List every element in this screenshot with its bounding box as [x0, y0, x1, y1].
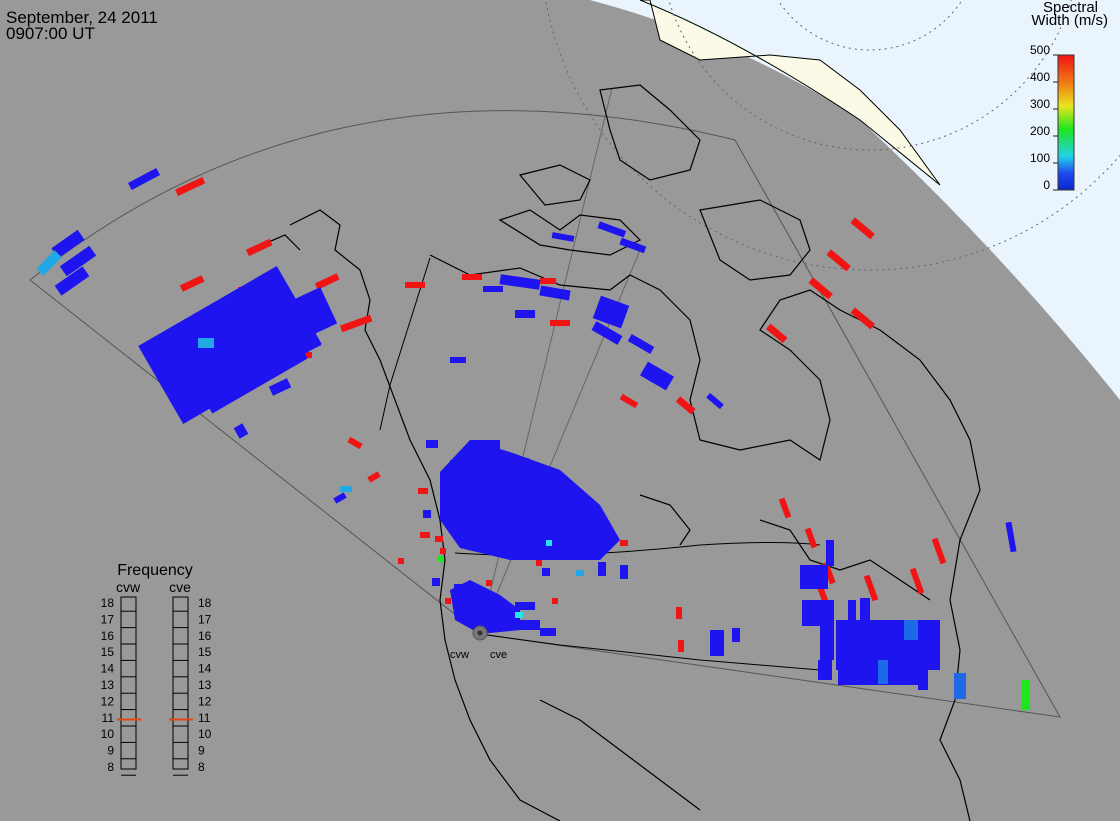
time-label: 0907:00 UT [6, 24, 95, 43]
frequency-scale-label: 11 [102, 711, 115, 725]
colorbar-tick-300: 300 [1030, 97, 1050, 111]
frequency-scale-label: 9 [107, 744, 114, 758]
frequency-radar-cve: cve [169, 579, 191, 595]
scatter-low [51, 167, 1017, 690]
frequency-scale-label: 17 [101, 612, 115, 626]
frequency-scale-label: 18 [101, 596, 115, 610]
frequency-scale-label: 8 [107, 760, 114, 774]
frequency-scale-label: 10 [198, 727, 212, 741]
frequency-title: Frequency [117, 562, 193, 579]
scatter-mid [36, 250, 1030, 710]
radar-label-cve: cve [490, 649, 507, 661]
timestamp-header: September, 24 2011 0907:00 UT [6, 8, 158, 43]
frequency-scale-label: 12 [101, 694, 115, 708]
frequency-radar-cvw: cvw [116, 579, 141, 595]
colorbar-tick-200: 200 [1030, 124, 1050, 138]
greenland-coast [639, 0, 941, 186]
frequency-scale-label: 16 [198, 629, 212, 643]
colorbar-tick-500: 500 [1030, 43, 1050, 57]
colorbar-title-line1: Spectral [1043, 0, 1098, 16]
frequency-scale-labels: 18 18 17 17 16 16 15 15 14 14 13 13 12 12 11 11 10 10 9 9 8 8 [101, 596, 212, 774]
coastlines [249, 84, 981, 821]
frequency-bar-cve [172, 596, 189, 770]
date-label: September, 24 2011 [6, 8, 158, 27]
colorbar-tick-0: 0 [1043, 178, 1050, 192]
frequency-scale-label: 9 [198, 744, 205, 758]
frequency-scale-label: 18 [198, 596, 212, 610]
frequency-bar-cvw [120, 596, 137, 770]
frequency-scale-label: 15 [101, 645, 115, 659]
radar-label-cvw: cvw [450, 649, 469, 661]
colorbar-scale [1057, 54, 1075, 191]
colorbar-title-line2: Width (m/s) [1031, 12, 1108, 29]
frequency-scale-label: 16 [101, 629, 115, 643]
frequency-scale-label: 14 [198, 662, 212, 676]
frequency-grid [121, 610, 188, 776]
colorbar: Spectral Width (m/s) 500 400 300 200 [1030, 0, 1108, 192]
frequency-scale-label: 13 [101, 678, 115, 692]
frequency-scale-label: 8 [198, 760, 205, 774]
colorbar-tick-400: 400 [1030, 70, 1050, 84]
frequency-scale-label: 10 [101, 727, 115, 741]
radar-site [472, 625, 488, 641]
frequency-scale-label: 14 [101, 662, 115, 676]
frequency-scale-label: 11 [198, 711, 211, 725]
colorbar-ticks [1053, 54, 1058, 191]
frequency-scale-label: 12 [198, 694, 212, 708]
frequency-scale-label: 13 [198, 678, 212, 692]
field-of-view [29, 110, 1061, 718]
polar-ocean [590, 0, 1120, 400]
frequency-panel: Frequency cvw cve 18 18 17 17 16 16 15 15 14 14 13… [101, 562, 212, 776]
frequency-scale-label: 17 [198, 612, 212, 626]
frequency-scale-label: 15 [198, 645, 212, 659]
colorbar-tick-100: 100 [1030, 151, 1050, 165]
